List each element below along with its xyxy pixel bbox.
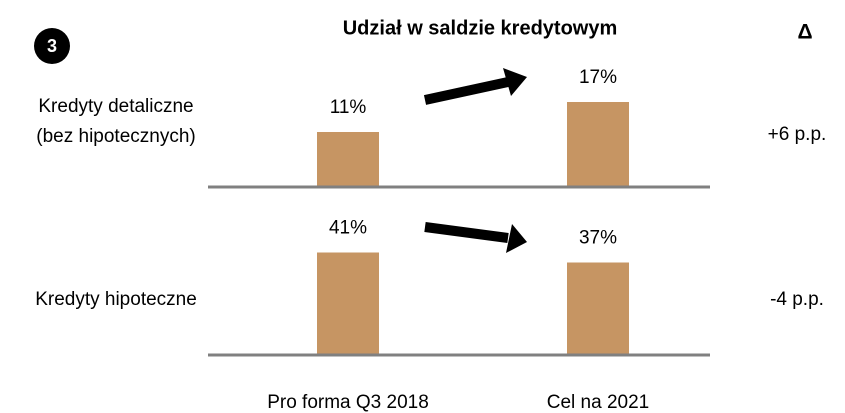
bar bbox=[567, 102, 629, 187]
data-label: 17% bbox=[579, 67, 617, 88]
bar bbox=[317, 252, 379, 355]
delta-value: -4 p.p. bbox=[770, 289, 824, 310]
bar bbox=[317, 132, 379, 187]
delta-header: Δ bbox=[797, 21, 812, 44]
chart-title: Udział w saldzie kredytowym bbox=[343, 17, 618, 39]
bar bbox=[567, 262, 629, 355]
row-label: (bez hipotecznych) bbox=[36, 126, 195, 147]
x-tick-label: Cel na 2021 bbox=[547, 392, 649, 413]
data-label: 37% bbox=[579, 228, 617, 249]
x-tick-label: Pro forma Q3 2018 bbox=[267, 392, 429, 413]
row-label: Kredyty detaliczne bbox=[38, 96, 193, 117]
data-label: 41% bbox=[329, 218, 367, 239]
badge-circle bbox=[34, 28, 70, 64]
delta-value: +6 p.p. bbox=[768, 124, 827, 145]
row-label: Kredyty hipoteczne bbox=[35, 289, 197, 310]
arrow bbox=[423, 68, 527, 105]
data-label: 11% bbox=[330, 97, 367, 118]
arrow bbox=[424, 222, 527, 253]
badge-text: 3 bbox=[47, 36, 57, 56]
